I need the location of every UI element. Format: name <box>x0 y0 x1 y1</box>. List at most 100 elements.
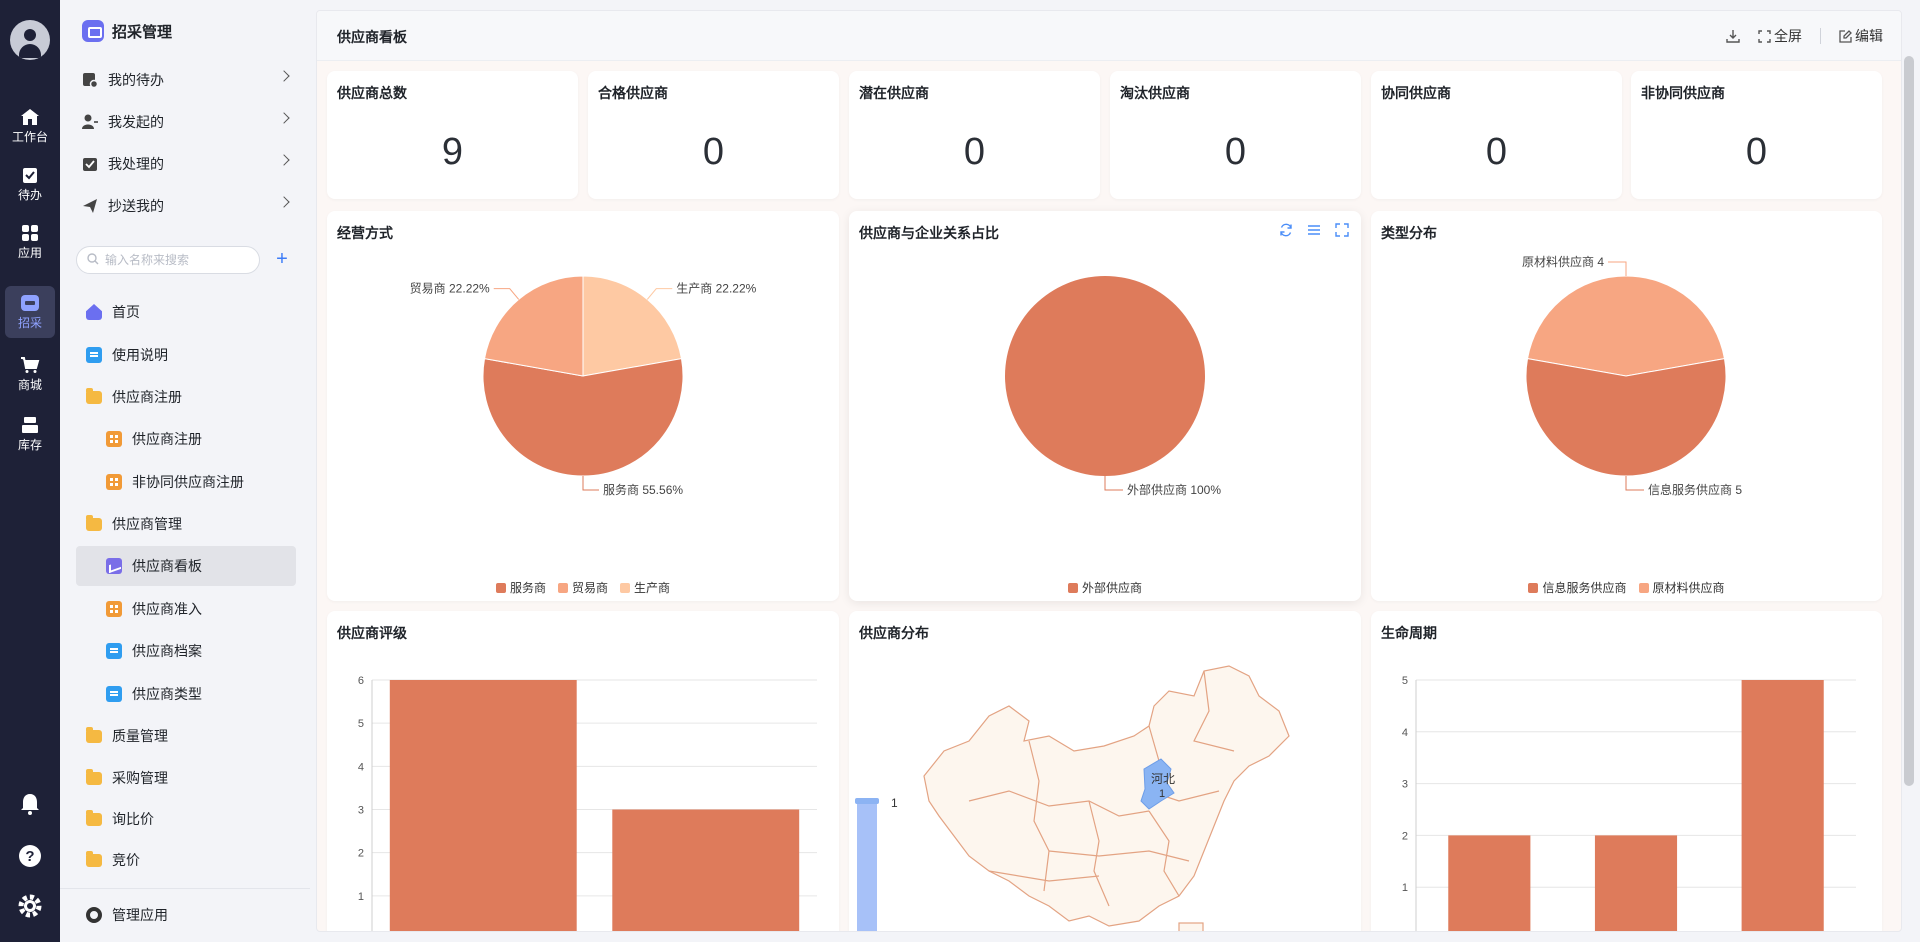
nav-instructions[interactable]: 使用说明 <box>76 335 296 375</box>
nav-bidding-folder[interactable]: 竞价 <box>76 840 296 880</box>
map-chart-distribution[interactable]: 河北 1 1 <box>849 641 1361 932</box>
bar[interactable] <box>1594 835 1678 932</box>
pie-chart-type-distribution[interactable]: 原材料供应商 4 信息服务供应商 5 <box>1371 241 1882 571</box>
folder-icon <box>86 514 102 531</box>
y-tick-label: 4 <box>1402 727 1408 739</box>
legend-item[interactable]: 贸易商 <box>557 579 608 596</box>
refresh-icon[interactable] <box>1279 223 1293 237</box>
legend-item[interactable]: 服务商 <box>495 579 546 596</box>
bar[interactable] <box>1448 835 1531 932</box>
edit-button[interactable]: 编辑 <box>1839 26 1883 46</box>
chart-legend: 外部供应商 <box>849 579 1361 596</box>
rail-item-todo[interactable]: 待办 <box>5 158 55 210</box>
help-icon[interactable]: ? <box>18 844 42 868</box>
bell-icon[interactable] <box>18 792 42 816</box>
task-my-todo[interactable]: 我的待办 <box>82 68 290 92</box>
bar[interactable] <box>389 680 577 932</box>
legend-label: 服务商 <box>509 581 546 595</box>
legend-label: 生产商 <box>634 581 671 595</box>
pie-slice[interactable] <box>483 275 584 377</box>
pie-slice-label: 外部供应商 100% <box>1127 482 1221 497</box>
stat-card-collaborative: 协同供应商 0 <box>1371 71 1622 199</box>
pie-chart-relationship[interactable]: 外部供应商 100% <box>849 241 1361 571</box>
download-button[interactable] <box>1726 29 1740 43</box>
nav-label: 供应商准入 <box>132 601 202 617</box>
nav-label: 供应商管理 <box>112 516 182 532</box>
rail-item-apps[interactable]: 应用 <box>5 216 55 268</box>
legend-swatch <box>1528 582 1539 593</box>
manage-label: 管理应用 <box>112 906 168 923</box>
form-icon <box>106 601 122 617</box>
rail-item-mall[interactable]: 商城 <box>5 348 55 400</box>
pie-slice[interactable] <box>1526 275 1726 377</box>
legend-item[interactable]: 信息服务供应商 <box>1528 579 1627 596</box>
expand-icon[interactable] <box>1335 223 1349 237</box>
nav-label: 使用说明 <box>112 347 168 363</box>
china-map-outline <box>923 665 1290 931</box>
todo-list-icon <box>82 72 99 89</box>
pie-slice[interactable] <box>1005 276 1205 476</box>
nav-supplier-management-folder[interactable]: 供应商管理 <box>76 504 296 544</box>
pie-slice-label: 生产商 22.22% <box>676 281 756 296</box>
nav-supplier-registration-folder[interactable]: 供应商注册 <box>76 377 296 417</box>
stat-label: 淘汰供应商 <box>1120 85 1190 101</box>
chart-title: 类型分布 <box>1381 225 1437 241</box>
fullscreen-button[interactable]: 全屏 <box>1758 26 1802 46</box>
nav-supplier-dashboard[interactable]: 供应商看板 <box>76 546 296 586</box>
document-icon <box>86 347 102 363</box>
rail-item-inventory[interactable]: 库存 <box>5 408 55 460</box>
y-tick-label: 2 <box>358 848 364 860</box>
legend-item[interactable]: 生产商 <box>620 579 670 596</box>
rail-item-workbench[interactable]: 工作台 <box>5 100 55 152</box>
manage-app-button[interactable]: 管理应用 <box>60 888 310 940</box>
stat-label: 协同供应商 <box>1381 85 1451 101</box>
todo-icon <box>20 166 40 184</box>
settings-icon[interactable] <box>18 894 42 918</box>
stat-label: 潜在供应商 <box>859 85 929 101</box>
pie-chart-business-mode[interactable]: 生产商 22.22% 服务商 55.56% 贸易商 22.22% <box>327 241 839 571</box>
nav-home[interactable]: 首页 <box>76 292 296 332</box>
pie-label-line <box>582 476 599 491</box>
visual-map-handle[interactable] <box>855 798 879 804</box>
hebei-region[interactable] <box>1140 758 1175 810</box>
nav-purchase-folder[interactable]: 采购管理 <box>76 758 296 798</box>
edit-label: 编辑 <box>1855 28 1883 44</box>
task-initiated[interactable]: 我发起的 <box>82 110 290 134</box>
legend-item[interactable]: 外部供应商 <box>1067 579 1142 596</box>
nav-quality-folder[interactable]: 质量管理 <box>76 716 296 756</box>
menu-icon[interactable] <box>1307 223 1321 237</box>
avatar[interactable] <box>10 20 50 60</box>
handled-icon <box>82 156 98 172</box>
legend-label: 贸易商 <box>571 581 608 595</box>
folder-icon <box>86 850 102 867</box>
bar[interactable] <box>1741 680 1824 932</box>
form-icon <box>106 431 122 447</box>
nav-supplier-archive[interactable]: 供应商档案 <box>76 631 296 671</box>
visual-map-bar[interactable] <box>857 801 877 932</box>
nav-non-collab-registration[interactable]: 非协同供应商注册 <box>76 462 296 502</box>
add-button[interactable]: + <box>276 248 288 270</box>
task-cc[interactable]: 抄送我的 <box>82 194 290 218</box>
pie-slice-label: 服务商 55.56% <box>603 482 683 497</box>
procurement-icon <box>20 294 40 312</box>
legend-item[interactable]: 原材料供应商 <box>1638 579 1725 596</box>
stat-label: 非协同供应商 <box>1641 85 1725 101</box>
rail-label: 工作台 <box>11 130 48 144</box>
pie-slice[interactable] <box>1525 358 1727 477</box>
cart-icon <box>20 356 40 374</box>
chart-title: 供应商与企业关系占比 <box>859 225 999 241</box>
rail-item-procurement[interactable]: 招采 <box>5 286 55 338</box>
nav-supplier-admission[interactable]: 供应商准入 <box>76 589 296 629</box>
task-handled[interactable]: 我处理的 <box>82 152 290 176</box>
search-input[interactable] <box>105 253 245 267</box>
nav-quotation-folder[interactable]: 询比价 <box>76 799 296 839</box>
nav-supplier-registration[interactable]: 供应商注册 <box>76 419 296 459</box>
chart-card-map: 供应商分布 河北 1 1 <box>849 611 1361 932</box>
task-label: 抄送我的 <box>108 198 164 214</box>
vertical-scrollbar[interactable] <box>1904 56 1914 786</box>
pie-slice[interactable] <box>582 275 683 377</box>
bar[interactable] <box>612 809 800 933</box>
nav-supplier-type[interactable]: 供应商类型 <box>76 674 296 714</box>
